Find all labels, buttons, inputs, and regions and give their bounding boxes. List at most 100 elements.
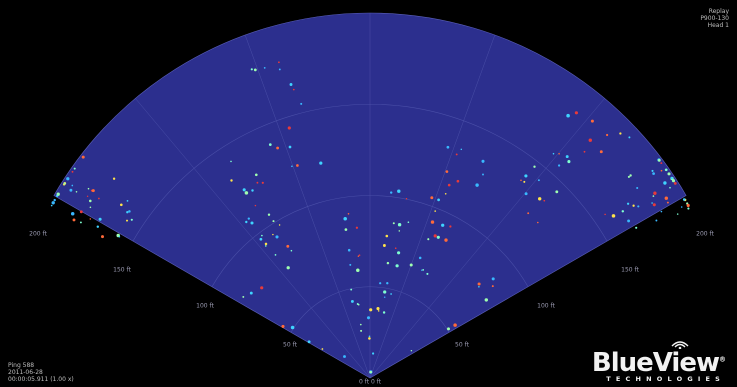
sonar-return	[621, 210, 625, 213]
sonar-return	[230, 179, 233, 182]
sonar-return	[347, 213, 350, 215]
sonar-return	[268, 143, 272, 146]
sonar-return	[629, 174, 632, 177]
sonar-return	[368, 335, 371, 338]
sonar-return	[57, 193, 59, 196]
sonar-return	[657, 159, 661, 162]
sonar-return	[75, 191, 78, 193]
sonar-return	[230, 160, 232, 163]
sonar-return	[619, 132, 622, 135]
sonar-return	[627, 219, 631, 223]
sonar-return	[447, 327, 450, 331]
sonar-return	[555, 190, 559, 194]
bearing-line	[135, 98, 371, 379]
sonar-return	[126, 200, 129, 202]
sonar-return	[290, 249, 293, 252]
sonar-return	[590, 119, 594, 123]
sonar-return	[383, 296, 386, 298]
sonar-return	[538, 197, 542, 201]
sonar-return	[275, 235, 279, 239]
sonar-return	[449, 225, 452, 228]
sonar-return	[445, 170, 449, 173]
sonar-return	[604, 213, 606, 216]
sonar-return	[366, 316, 371, 320]
sonar-return	[491, 285, 494, 288]
sonar-return	[286, 244, 290, 248]
range-label-right-50: 50 ft	[455, 341, 469, 349]
sonar-return	[86, 195, 89, 198]
sonar-return	[666, 201, 669, 204]
sonar-return	[533, 165, 536, 168]
sonar-return	[359, 323, 362, 326]
range-label-left-50: 50 ft	[283, 341, 297, 349]
sonar-return	[523, 180, 526, 183]
range-grid	[132, 13, 608, 379]
device-label: P900-130	[700, 15, 729, 22]
sonar-return	[673, 182, 677, 185]
sonar-return	[260, 286, 264, 290]
sonar-return	[244, 191, 249, 195]
sonar-return	[660, 210, 663, 213]
sonar-return	[385, 234, 389, 238]
sonar-return	[347, 248, 351, 252]
ping-date: 2011-06-28	[8, 369, 43, 376]
sonar-return	[520, 179, 522, 182]
sonar-return	[130, 218, 133, 221]
sonar-return	[394, 247, 397, 250]
sonar-return	[50, 204, 53, 207]
sonar-return	[397, 222, 402, 227]
sonar-return	[89, 206, 92, 209]
sonar-return	[382, 311, 386, 314]
sonar-return	[386, 261, 390, 265]
sonar-return	[653, 191, 657, 195]
logo-name: BlueView	[591, 348, 720, 378]
sonar-return	[278, 68, 281, 71]
sonar-return	[663, 181, 667, 185]
sonar-return	[484, 298, 489, 302]
sonar-return	[81, 155, 85, 159]
sonar-return	[118, 235, 121, 238]
sonar-return	[368, 337, 371, 340]
sonar-return	[422, 269, 425, 271]
sonar-return	[588, 138, 592, 142]
sonar-return	[289, 83, 293, 86]
bearing-line	[369, 34, 496, 379]
sonar-return	[537, 179, 540, 182]
sonar-return	[409, 263, 413, 267]
sonar-return	[655, 219, 658, 222]
sonar-return	[254, 204, 257, 207]
sonar-return	[567, 160, 571, 164]
sonar-return	[434, 210, 437, 212]
sonar-return	[426, 272, 429, 275]
sonar-return	[261, 234, 263, 237]
sonar-return	[350, 299, 354, 303]
sonar-return	[478, 285, 480, 288]
sonar-return	[664, 196, 668, 200]
sonar-return	[527, 212, 530, 215]
sonar-return	[397, 189, 401, 193]
sonar-return	[475, 183, 479, 187]
sonar-return	[286, 266, 290, 270]
sonar-return	[680, 206, 683, 208]
sonar-return	[430, 220, 435, 224]
sonar-return	[278, 224, 281, 226]
sonar-return	[91, 189, 95, 193]
sonar-return	[272, 233, 274, 236]
sonar-return	[651, 202, 653, 204]
sonar-return	[398, 230, 401, 232]
sonar-return	[250, 221, 254, 225]
sonar-return	[287, 126, 291, 130]
range-label-left-100: 100 ft	[196, 302, 214, 310]
sonar-return	[652, 172, 655, 175]
sonar-return	[667, 172, 671, 176]
head-label: Head 1	[707, 22, 729, 29]
sonar-return	[261, 181, 264, 184]
sonar-return	[292, 88, 295, 91]
sonar-return	[676, 213, 679, 215]
sonar-return	[606, 133, 609, 137]
sonar-return	[410, 349, 413, 352]
sonar-return	[455, 153, 458, 156]
sonar-return	[245, 220, 248, 224]
sonar-return	[436, 235, 440, 239]
